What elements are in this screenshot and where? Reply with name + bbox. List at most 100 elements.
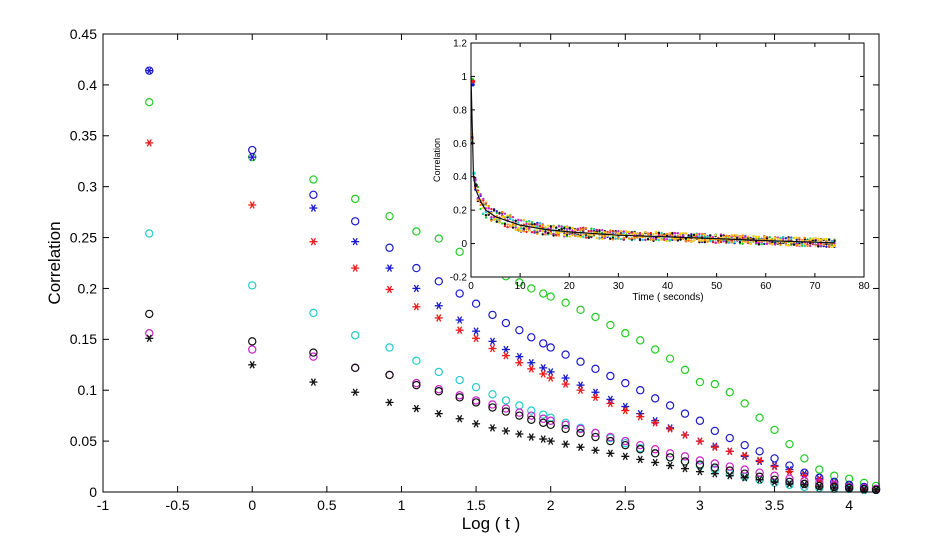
- data-point: [576, 428, 585, 438]
- inset-data-point: [500, 222, 504, 225]
- data-point: [606, 449, 615, 458]
- inset-data-point: [692, 239, 696, 242]
- data-point-stroke: [413, 302, 419, 311]
- inset-data-point: [541, 229, 544, 233]
- data-point: [385, 285, 394, 294]
- data-point: [710, 426, 720, 436]
- data-point: [755, 413, 764, 422]
- inset-data-point: [544, 233, 547, 236]
- data-point-stroke: [712, 443, 718, 452]
- inset-data-point: [679, 238, 682, 241]
- data-point: [681, 431, 689, 439]
- data-point: [770, 475, 779, 484]
- data-point: [527, 358, 536, 367]
- inset-data-point: [660, 238, 663, 241]
- inset-data-point: [609, 229, 612, 232]
- data-point: [621, 329, 630, 338]
- inset-data-point: [511, 223, 515, 226]
- inset-x-tick-label: 70: [809, 281, 821, 292]
- data-point: [471, 398, 481, 407]
- inset-data-point: [830, 245, 834, 249]
- data-point: [248, 360, 257, 369]
- inset-data-point: [738, 240, 742, 244]
- data-point: [309, 204, 318, 212]
- inset-data-point: [582, 235, 585, 239]
- inset-data-point: [579, 228, 582, 232]
- data-point-stroke: [436, 314, 442, 322]
- inset-data-point: [519, 219, 523, 222]
- data-point: [539, 370, 548, 378]
- main-y-tick-label: 0.1: [78, 382, 98, 398]
- inset-data-point: [617, 236, 620, 240]
- inset-data-point: [819, 244, 823, 248]
- data-point: [681, 464, 689, 473]
- inset-data-point: [722, 240, 725, 243]
- data-point-stroke: [503, 427, 509, 435]
- data-point: [434, 314, 443, 322]
- data-point-stroke: [742, 473, 748, 482]
- inset-data-point: [733, 236, 736, 239]
- data-point: [710, 463, 720, 472]
- data-point: [145, 97, 154, 107]
- data-point: [455, 316, 464, 324]
- data-point: [501, 351, 510, 360]
- data-point: [665, 354, 675, 363]
- data-point: [621, 378, 630, 388]
- data-point: [527, 411, 536, 420]
- data-point: [488, 424, 497, 432]
- data-point-stroke: [386, 398, 393, 407]
- data-point-stroke: [352, 264, 358, 272]
- data-point: [248, 281, 257, 290]
- inset-data-point: [568, 235, 571, 238]
- data-point-stroke: [563, 374, 569, 382]
- inset-data-point: [519, 229, 523, 233]
- main-y-tick-label: 0.05: [70, 433, 97, 449]
- data-point: [725, 388, 734, 397]
- inset-data-point: [573, 228, 577, 232]
- inset-data-point: [555, 231, 558, 235]
- inset-data-point: [619, 230, 623, 233]
- data-point: [815, 481, 824, 491]
- data-point: [606, 432, 615, 442]
- data-point: [770, 454, 779, 463]
- data-point-stroke: [742, 451, 748, 460]
- inset-data-point: [698, 238, 701, 241]
- data-point-stroke: [473, 327, 479, 335]
- data-point-stroke: [489, 424, 496, 432]
- data-point: [665, 453, 675, 462]
- inset-data-point: [528, 229, 531, 232]
- data-point: [546, 292, 555, 301]
- data-point: [561, 298, 570, 307]
- inset-data-point: [592, 227, 596, 231]
- inset-data-point: [471, 79, 476, 84]
- inset-data-point: [787, 237, 790, 240]
- inset-data-point: [482, 212, 485, 215]
- data-point-stroke: [801, 471, 807, 480]
- inset-data-point: [600, 234, 604, 238]
- data-point: [815, 473, 824, 482]
- data-point-stroke: [637, 409, 643, 418]
- data-point: [412, 263, 421, 273]
- data-point-stroke: [528, 433, 534, 441]
- inset-data-point: [541, 226, 544, 229]
- data-point: [800, 481, 809, 489]
- data-point-stroke: [436, 301, 442, 310]
- inset-data-point: [500, 210, 504, 214]
- inset-data-marks: [470, 76, 836, 249]
- data-point: [434, 277, 443, 286]
- inset-data-point: [495, 220, 498, 223]
- inset-data-point: [819, 238, 823, 241]
- inset-data-point: [606, 231, 609, 235]
- data-point: [680, 365, 690, 375]
- inset-y-tick-label: -0.2: [450, 273, 468, 284]
- inset-data-point: [522, 227, 526, 230]
- inset-data-point: [752, 240, 755, 243]
- data-point-stroke: [457, 326, 463, 334]
- inset-data-point: [746, 235, 750, 238]
- data-point-stroke: [577, 386, 584, 395]
- inset-data-point: [565, 227, 569, 231]
- data-point: [539, 410, 548, 419]
- data-point: [665, 449, 675, 458]
- inset-data-point: [500, 215, 504, 218]
- data-point: [501, 345, 510, 354]
